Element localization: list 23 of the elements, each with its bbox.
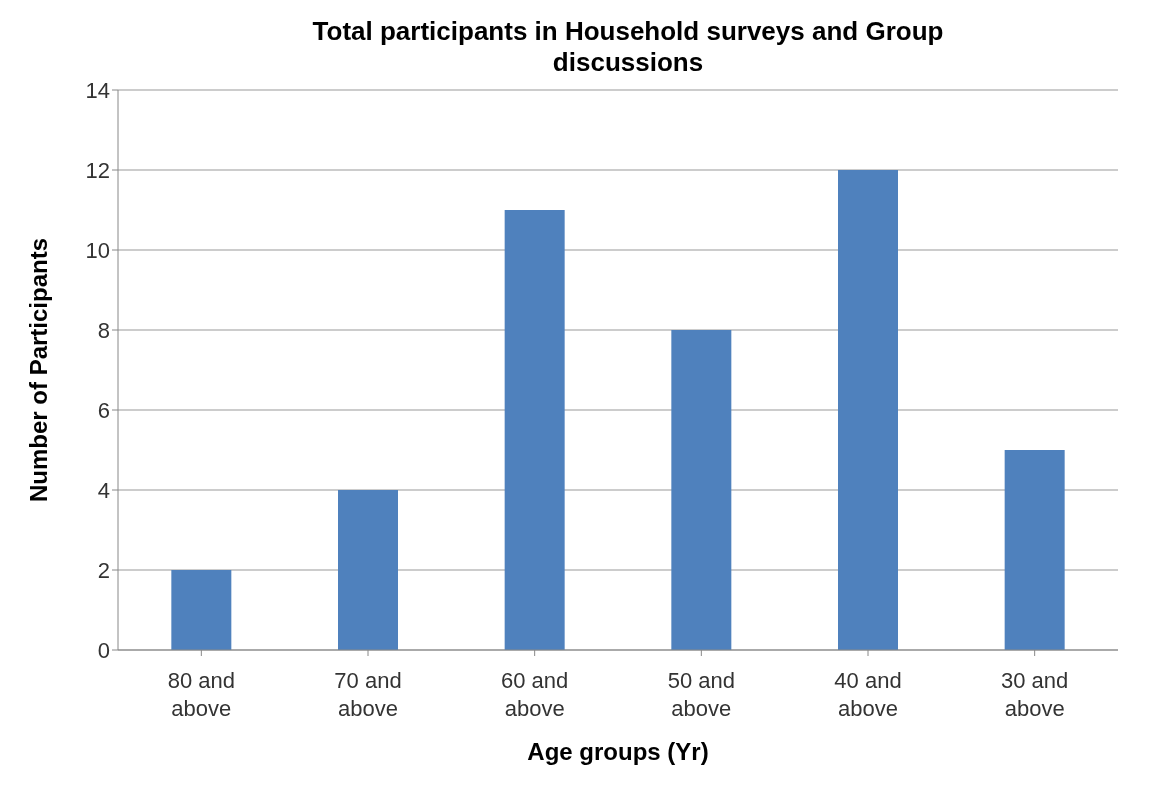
y-tick-label: 12 [85,157,110,183]
chart-title: Total participants in Household surveys and Group discussions [311,15,945,79]
y-tick-label: 0 [97,637,110,663]
x-tick-label: 50 and above [667,668,735,721]
x-tick-label: 40 and above [834,668,902,721]
bar [1004,450,1065,650]
bar [338,490,398,650]
x-tick-label: 80 and above [167,668,235,721]
y-axis-title: Number of Participants [24,237,52,503]
x-tick-label: 60 and above [501,668,569,721]
y-tick-label: 10 [85,237,110,263]
y-tick-label: 8 [97,317,110,343]
y-tick-label: 6 [97,397,110,423]
y-tick-label: 4 [97,477,110,503]
bar [504,210,565,650]
bar [838,170,898,650]
bar [671,330,732,650]
y-tick-label: 14 [85,77,110,103]
x-axis-title: Age groups (Yr) [527,738,709,765]
x-tick-label: 30 and above [1001,668,1069,721]
bar [171,570,232,650]
y-tick-label: 2 [97,557,110,583]
x-tick-label: 70 and above [334,668,402,721]
